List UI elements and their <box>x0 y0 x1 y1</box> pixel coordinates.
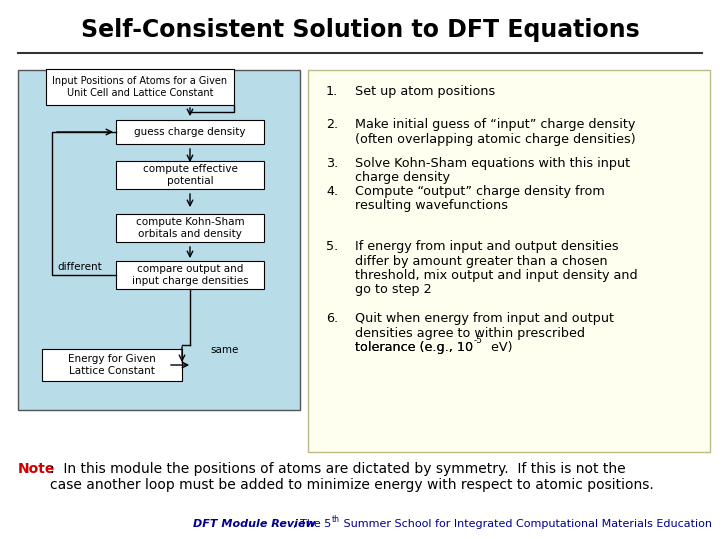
Text: densities agree to within prescribed: densities agree to within prescribed <box>355 327 585 340</box>
Text: Solve Kohn-Sham equations with this input: Solve Kohn-Sham equations with this inpu… <box>355 157 630 170</box>
Bar <box>116 161 264 189</box>
Text: Self-Consistent Solution to DFT Equations: Self-Consistent Solution to DFT Equation… <box>81 18 639 42</box>
Bar <box>116 261 264 289</box>
Text: DFT Module Review: DFT Module Review <box>193 519 316 529</box>
Bar <box>42 349 182 381</box>
Text: compare output and
input charge densities: compare output and input charge densitie… <box>132 264 248 286</box>
Text: th: th <box>332 516 340 524</box>
Text: threshold, mix output and input density and: threshold, mix output and input density … <box>355 269 638 282</box>
Text: 1.: 1. <box>326 85 338 98</box>
Text: eV): eV) <box>487 341 513 354</box>
Text: resulting wavefunctions: resulting wavefunctions <box>355 199 508 213</box>
Text: Make initial guess of “input” charge density: Make initial guess of “input” charge den… <box>355 118 635 131</box>
Text: Summer School for Integrated Computational Materials Education: Summer School for Integrated Computation… <box>340 519 712 529</box>
Text: compute effective
potential: compute effective potential <box>143 164 238 186</box>
Text: charge density: charge density <box>355 172 450 185</box>
Bar <box>46 69 234 105</box>
Text: , The 5: , The 5 <box>293 519 331 529</box>
Text: 6.: 6. <box>326 312 338 325</box>
Text: :  In this module the positions of atoms are dictated by symmetry.  If this is n: : In this module the positions of atoms … <box>50 462 654 492</box>
Text: Input Positions of Atoms for a Given
Unit Cell and Lattice Constant: Input Positions of Atoms for a Given Uni… <box>53 76 228 98</box>
Text: Compute “output” charge density from: Compute “output” charge density from <box>355 185 605 198</box>
Text: Set up atom positions: Set up atom positions <box>355 85 495 98</box>
Bar <box>116 214 264 242</box>
Text: differ by amount greater than a chosen: differ by amount greater than a chosen <box>355 254 608 267</box>
Text: go to step 2: go to step 2 <box>355 284 431 296</box>
Text: compute Kohn-Sham
orbitals and density: compute Kohn-Sham orbitals and density <box>135 217 244 239</box>
Bar <box>308 70 710 452</box>
Text: 3.: 3. <box>326 157 338 170</box>
Text: different: different <box>58 262 102 272</box>
Text: Energy for Given
Lattice Constant: Energy for Given Lattice Constant <box>68 354 156 376</box>
Text: tolerance (e.g., 10: tolerance (e.g., 10 <box>355 341 473 354</box>
Text: Quit when energy from input and output: Quit when energy from input and output <box>355 312 614 325</box>
Bar <box>18 70 300 410</box>
Bar <box>116 120 264 144</box>
Text: 5.: 5. <box>326 240 338 253</box>
Text: Note: Note <box>18 462 55 476</box>
Text: same: same <box>211 345 239 355</box>
Text: -5: -5 <box>474 336 483 345</box>
Text: (often overlapping atomic charge densities): (often overlapping atomic charge densiti… <box>355 132 636 145</box>
Text: 2.: 2. <box>326 118 338 131</box>
Text: tolerance (e.g., 10: tolerance (e.g., 10 <box>355 341 473 354</box>
Text: 4.: 4. <box>326 185 338 198</box>
Text: guess charge density: guess charge density <box>134 127 246 137</box>
Text: If energy from input and output densities: If energy from input and output densitie… <box>355 240 618 253</box>
